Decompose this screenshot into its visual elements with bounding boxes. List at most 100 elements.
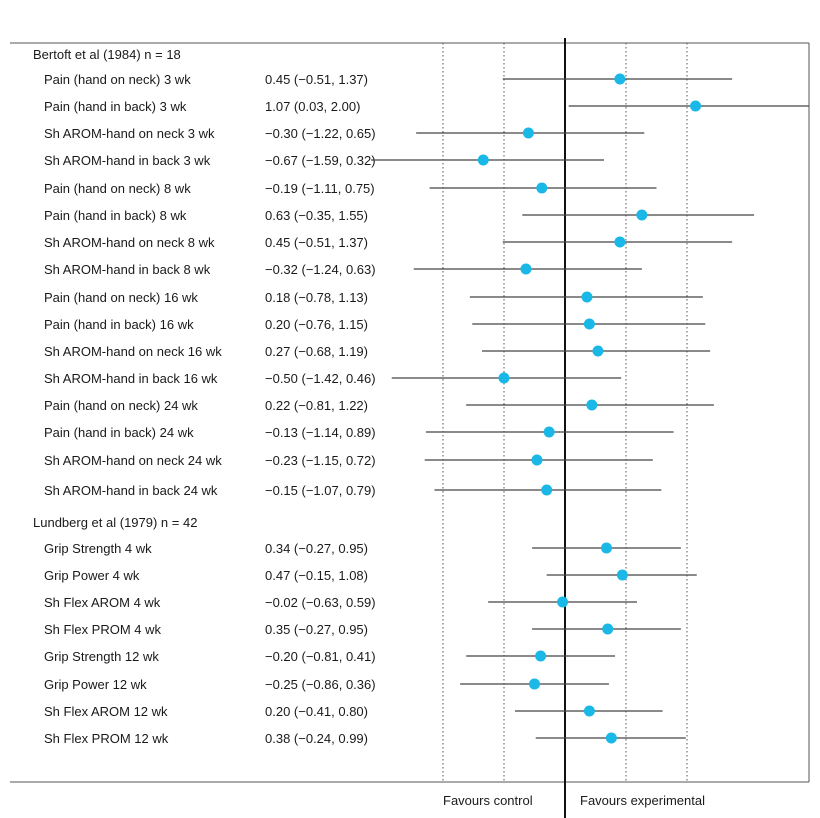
effect-point [498,372,510,384]
outcome-row: Pain (hand in back) 16 wk 0.20 (−0.76, 1.… [44,317,706,332]
outcome-row: Sh AROM-hand in back 8 wk −0.32 (−1.24, 0… [44,262,642,277]
favours-control-label: Favours control [443,793,533,808]
effect-ci-text: −0.23 (−1.15, 0.72) [265,453,376,468]
study-group: Lundberg et al (1979) n = 42 Grip Strengt… [33,515,697,746]
effect-point [536,182,548,194]
outcome-row: Pain (hand in back) 8 wk 0.63 (−0.35, 1.5… [44,208,755,223]
effect-point [529,678,540,690]
outcome-label: Sh Flex PROM 4 wk [44,622,162,637]
outcome-label: Pain (hand on neck) 16 wk [44,290,198,305]
effect-ci-text: −0.20 (−0.81, 0.41) [265,649,376,664]
outcome-row: Sh AROM-hand in back 16 wk −0.50 (−1.42, … [44,371,622,386]
outcome-label: Sh AROM-hand in back 8 wk [44,262,211,277]
effect-ci-text: 0.35 (−0.27, 0.95) [265,622,368,637]
outcome-label: Grip Power 12 wk [44,677,147,692]
outcome-row: Pain (hand in back) 24 wk −0.13 (−1.14, 0… [44,425,674,440]
effect-point [520,263,532,275]
outcome-row: Grip Power 4 wk 0.47 (−0.15, 1.08) [44,568,697,583]
outcome-label: Sh AROM-hand on neck 16 wk [44,344,222,359]
effect-ci-text: 0.27 (−0.68, 1.19) [265,344,368,359]
outcome-row: Grip Power 12 wk −0.25 (−0.86, 0.36) [44,677,609,692]
study-group: Bertoft et al (1984) n = 18 Pain (hand on… [33,47,809,498]
footer: Favours control Favours experimental [443,793,705,808]
outcome-row: Sh Flex AROM 12 wk 0.20 (−0.41, 0.80) [44,704,663,719]
effect-point [602,623,614,635]
effect-point [522,127,534,139]
effect-point [541,484,553,496]
outcome-row: Pain (hand in back) 3 wk 1.07 (0.03, 2.00… [44,99,809,114]
effect-point [616,569,628,581]
effect-ci-text: 1.07 (0.03, 2.00) [265,99,360,114]
effect-ci-text: 0.34 (−0.27, 0.95) [265,541,368,556]
effect-point [583,318,595,330]
effect-ci-text: −0.13 (−1.14, 0.89) [265,425,376,440]
outcome-label: Grip Strength 4 wk [44,541,152,556]
effect-ci-text: −0.15 (−1.07, 0.79) [265,483,376,498]
effect-point [531,454,543,466]
outcome-label: Sh AROM-hand on neck 3 wk [44,126,215,141]
outcome-label: Sh AROM-hand in back 16 wk [44,371,218,386]
effect-ci-text: 0.63 (−0.35, 1.55) [265,208,368,223]
outcome-row: Sh Flex AROM 4 wk −0.02 (−0.63, 0.59) [44,595,637,610]
outcome-row: Grip Strength 4 wk 0.34 (−0.27, 0.95) [44,541,681,556]
outcome-row: Pain (hand on neck) 16 wk 0.18 (−0.78, 1.… [44,290,703,305]
effect-ci-text: 0.38 (−0.24, 0.99) [265,731,368,746]
study-title: Lundberg et al (1979) n = 42 [33,515,197,530]
outcome-label: Pain (hand on neck) 24 wk [44,398,198,413]
outcome-label: Pain (hand in back) 16 wk [44,317,194,332]
outcome-label: Sh AROM-hand on neck 24 wk [44,453,222,468]
effect-point [690,100,702,112]
outcome-label: Pain (hand on neck) 8 wk [44,181,191,196]
outcome-label: Grip Power 4 wk [44,568,140,583]
favours-experimental-label: Favours experimental [580,793,705,808]
effect-ci-text: 0.45 (−0.51, 1.37) [265,235,368,250]
outcome-row: Pain (hand on neck) 3 wk 0.45 (−0.51, 1.3… [44,72,733,87]
outcome-row: Pain (hand on neck) 8 wk −0.19 (−1.11, 0.… [44,181,657,196]
effect-ci-text: 0.45 (−0.51, 1.37) [265,72,368,87]
outcome-label: Sh Flex AROM 12 wk [44,704,168,719]
outcome-label: Pain (hand in back) 24 wk [44,425,194,440]
outcome-label: Sh AROM-hand in back 24 wk [44,483,218,498]
effect-point [614,73,626,85]
outcome-row: Sh AROM-hand in back 24 wk −0.15 (−1.07, … [44,483,662,498]
outcome-label: Sh AROM-hand in back 3 wk [44,153,211,168]
effect-point [600,542,612,554]
study-title: Bertoft et al (1984) n = 18 [33,47,181,62]
outcome-row: Sh AROM-hand on neck 16 wk 0.27 (−0.68, 1… [44,344,711,359]
outcome-row: Sh AROM-hand in back 3 wk −0.67 (−1.59, 0… [44,153,605,168]
effect-ci-text: −0.30 (−1.22, 0.65) [265,126,376,141]
effect-point [614,236,626,248]
effect-point [583,705,595,717]
outcome-row: Sh AROM-hand on neck 24 wk −0.23 (−1.15, … [44,453,653,468]
outcome-row: Pain (hand on neck) 24 wk 0.22 (−0.81, 1.… [44,398,714,413]
outcome-label: Pain (hand in back) 3 wk [44,99,187,114]
effect-point [557,596,569,608]
effect-ci-text: −0.50 (−1.42, 0.46) [265,371,376,386]
effect-point [636,209,648,221]
gridlines [442,38,688,818]
outcome-label: Sh Flex PROM 12 wk [44,731,169,746]
effect-ci-text: −0.67 (−1.59, 0.32) [265,153,376,168]
effect-point [535,650,547,662]
plot-frame [10,42,810,783]
outcome-row: Sh Flex PROM 12 wk 0.38 (−0.24, 0.99) [44,731,686,746]
effect-point [586,399,598,411]
outcome-label: Pain (hand on neck) 3 wk [44,72,191,87]
effect-ci-text: −0.19 (−1.11, 0.75) [265,181,375,196]
effect-point [605,732,617,744]
outcome-label: Sh Flex AROM 4 wk [44,595,161,610]
outcome-row: Sh AROM-hand on neck 3 wk −0.30 (−1.22, 0… [44,126,645,141]
outcome-label: Pain (hand in back) 8 wk [44,208,187,223]
rows: Bertoft et al (1984) n = 18 Pain (hand on… [33,47,809,746]
effect-ci-text: 0.18 (−0.78, 1.13) [265,290,368,305]
outcome-row: Sh Flex PROM 4 wk 0.35 (−0.27, 0.95) [44,622,681,637]
outcome-row: Sh AROM-hand on neck 8 wk 0.45 (−0.51, 1.… [44,235,733,250]
effect-point [592,345,604,357]
effect-ci-text: −0.25 (−0.86, 0.36) [265,677,376,692]
effect-ci-text: 0.20 (−0.76, 1.15) [265,317,368,332]
outcome-label: Sh AROM-hand on neck 8 wk [44,235,215,250]
effect-ci-text: −0.02 (−0.63, 0.59) [265,595,376,610]
effect-point [581,291,593,303]
effect-point [543,426,555,438]
